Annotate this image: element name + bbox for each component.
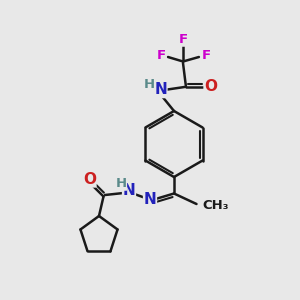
Text: O: O (83, 172, 96, 187)
Text: N: N (123, 183, 135, 198)
Text: O: O (204, 80, 217, 94)
Text: N: N (154, 82, 167, 98)
Text: N: N (144, 192, 156, 207)
Text: H: H (115, 177, 127, 190)
Text: H: H (144, 78, 155, 92)
Text: F: F (202, 49, 211, 62)
Text: CH₃: CH₃ (202, 199, 228, 212)
Text: F: F (157, 49, 166, 62)
Text: F: F (178, 33, 188, 46)
